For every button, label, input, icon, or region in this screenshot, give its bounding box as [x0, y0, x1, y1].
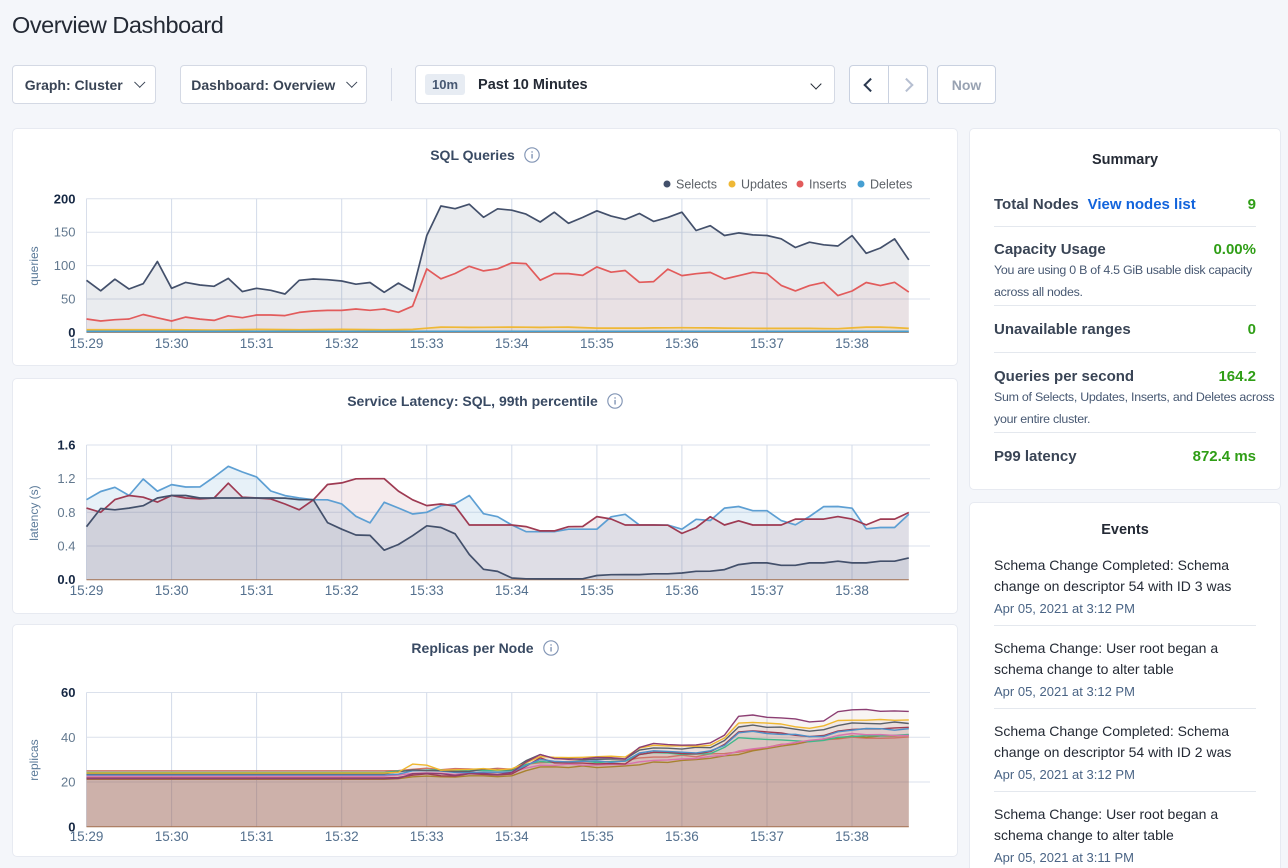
svg-text:1.6: 1.6	[57, 438, 75, 453]
svg-text:15:31: 15:31	[240, 829, 274, 844]
svg-text:15:36: 15:36	[665, 583, 699, 598]
svg-text:100: 100	[54, 258, 76, 273]
svg-text:200: 200	[54, 191, 76, 206]
svg-text:15:35: 15:35	[580, 583, 614, 598]
svg-text:15:34: 15:34	[495, 583, 529, 598]
svg-text:15:30: 15:30	[155, 336, 189, 351]
svg-text:15:31: 15:31	[240, 336, 274, 351]
svg-text:15:32: 15:32	[325, 583, 359, 598]
svg-text:15:33: 15:33	[410, 336, 444, 351]
svg-text:0.4: 0.4	[57, 539, 75, 554]
svg-text:15:32: 15:32	[325, 829, 359, 844]
svg-text:15:38: 15:38	[835, 829, 869, 844]
svg-text:15:37: 15:37	[750, 583, 784, 598]
svg-text:15:29: 15:29	[70, 583, 104, 598]
svg-text:15:38: 15:38	[835, 336, 869, 351]
svg-text:Selects: Selects	[676, 178, 717, 192]
svg-text:0: 0	[68, 325, 75, 340]
svg-text:15:30: 15:30	[155, 829, 189, 844]
svg-text:Updates: Updates	[741, 178, 788, 192]
svg-text:Inserts: Inserts	[809, 178, 847, 192]
svg-text:15:35: 15:35	[580, 336, 614, 351]
svg-text:60: 60	[61, 685, 75, 700]
svg-text:15:31: 15:31	[240, 583, 274, 598]
svg-text:0.0: 0.0	[57, 572, 75, 587]
svg-text:15:36: 15:36	[665, 829, 699, 844]
svg-text:0.8: 0.8	[57, 505, 75, 520]
svg-text:15:30: 15:30	[155, 583, 189, 598]
svg-text:15:36: 15:36	[665, 336, 699, 351]
svg-text:15:32: 15:32	[325, 336, 359, 351]
svg-text:150: 150	[54, 225, 76, 240]
svg-text:1.2: 1.2	[57, 471, 75, 486]
svg-text:15:37: 15:37	[750, 829, 784, 844]
svg-text:15:34: 15:34	[495, 829, 529, 844]
svg-text:15:33: 15:33	[410, 829, 444, 844]
svg-text:50: 50	[61, 292, 75, 307]
svg-text:20: 20	[61, 775, 75, 790]
svg-text:Deletes: Deletes	[870, 178, 912, 192]
svg-text:15:34: 15:34	[495, 336, 529, 351]
svg-text:15:33: 15:33	[410, 583, 444, 598]
svg-text:15:38: 15:38	[835, 583, 869, 598]
svg-text:15:35: 15:35	[580, 829, 614, 844]
svg-text:15:29: 15:29	[70, 336, 104, 351]
svg-text:15:29: 15:29	[70, 829, 104, 844]
svg-text:40: 40	[61, 730, 75, 745]
svg-text:15:37: 15:37	[750, 336, 784, 351]
svg-text:0: 0	[68, 819, 75, 834]
